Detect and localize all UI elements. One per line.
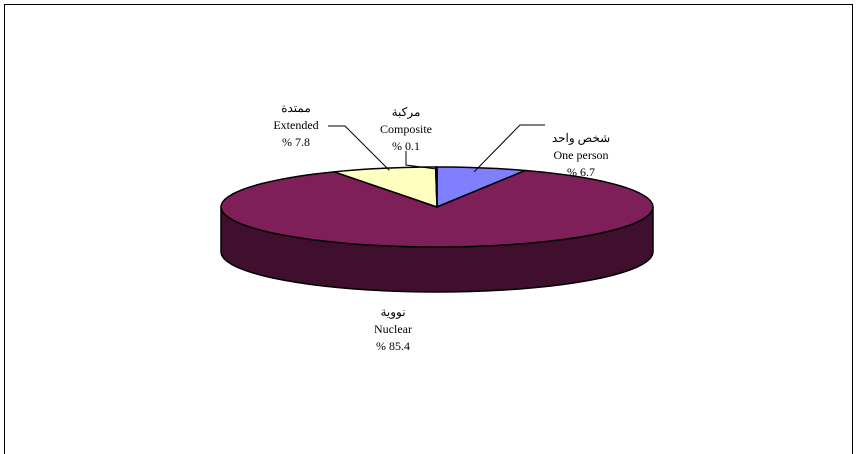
- label-nuclear: نووية Nuclear % 85.4: [353, 304, 433, 355]
- label-one-person-value: % 6.7: [541, 164, 621, 181]
- label-extended-value: % 7.8: [256, 134, 336, 151]
- label-one-person: شخص واحد One person % 6.7: [541, 130, 621, 181]
- label-nuclear-value: % 85.4: [353, 338, 433, 355]
- label-composite-en: Composite: [366, 121, 446, 138]
- label-composite-value: % 0.1: [366, 138, 446, 155]
- label-composite-ar: مركبة: [366, 104, 446, 121]
- label-extended: ممتدة Extended % 7.8: [256, 100, 336, 151]
- leader-line-one-person: [474, 125, 545, 172]
- label-one-person-en: One person: [541, 147, 621, 164]
- label-extended-en: Extended: [256, 117, 336, 134]
- label-one-person-ar: شخص واحد: [541, 130, 621, 147]
- label-nuclear-ar: نووية: [353, 304, 433, 321]
- label-composite: مركبة Composite % 0.1: [366, 104, 446, 155]
- label-extended-ar: ممتدة: [256, 100, 336, 117]
- label-nuclear-en: Nuclear: [353, 321, 433, 338]
